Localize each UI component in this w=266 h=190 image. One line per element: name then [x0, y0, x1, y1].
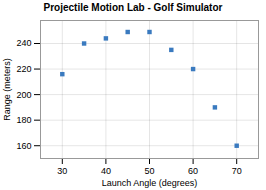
svg-text:40: 40 [101, 166, 111, 176]
svg-text:200: 200 [16, 89, 31, 99]
svg-text:180: 180 [16, 115, 31, 125]
svg-text:Range (meters): Range (meters) [2, 58, 12, 121]
html-text:Projectile Motion Lab - Golf S: Projectile Motion Lab - Golf Simulator [43, 2, 223, 13]
svg-text:30: 30 [57, 166, 67, 176]
svg-text:60: 60 [188, 166, 198, 176]
svg-text:240: 240 [16, 38, 31, 48]
svg-text:50: 50 [144, 166, 154, 176]
svg-text:160: 160 [16, 141, 31, 151]
svg-text:220: 220 [16, 64, 31, 74]
svg-text:Launch Angle (degrees): Launch Angle (degrees) [102, 178, 198, 188]
svg-text:70: 70 [232, 166, 242, 176]
